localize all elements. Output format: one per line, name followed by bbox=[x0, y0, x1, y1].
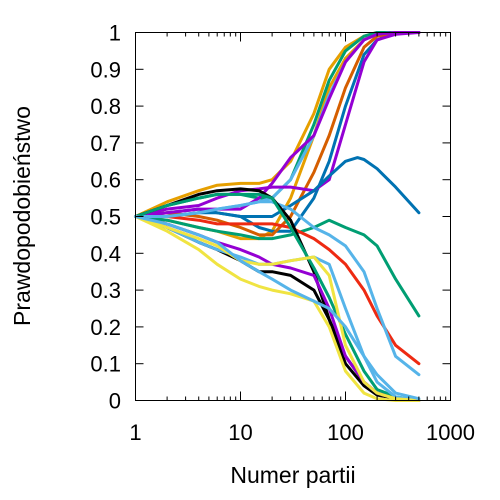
series-line-6 bbox=[134, 31, 421, 237]
y-tick-label: 0.4 bbox=[90, 241, 121, 266]
series-line-18 bbox=[134, 215, 421, 402]
y-tick-label: 0.2 bbox=[90, 315, 121, 340]
x-tick-label: 100 bbox=[327, 420, 364, 445]
series-line-19 bbox=[134, 215, 421, 402]
series-line-12 bbox=[134, 200, 421, 377]
series-line-3 bbox=[134, 31, 421, 218]
y-tick-label: 0.8 bbox=[90, 94, 121, 119]
x-tick-label: 10 bbox=[228, 420, 252, 445]
x-tick-label: 1000 bbox=[426, 420, 475, 445]
series-line-20 bbox=[134, 215, 421, 401]
x-axis-title: Numer partii bbox=[230, 462, 355, 488]
series-line-15 bbox=[134, 192, 421, 402]
y-tick-label: 0.7 bbox=[90, 131, 121, 156]
series-line-7 bbox=[134, 31, 421, 218]
series-line-8 bbox=[134, 31, 421, 218]
y-axis-title: Prawdopodobieństwo bbox=[9, 106, 35, 326]
series-line-10 bbox=[134, 215, 421, 318]
y-tick-label: 0.5 bbox=[90, 205, 121, 230]
y-tick-label: 0.6 bbox=[90, 168, 121, 193]
plot-frame bbox=[135, 32, 451, 401]
series-layer bbox=[134, 31, 421, 402]
series-line-9 bbox=[134, 156, 421, 218]
x-tick-label: 1 bbox=[129, 420, 141, 445]
series-line-1 bbox=[134, 31, 421, 218]
tick-labels: 0 0.1 0.2 0.3 0.4 0.5 0.6 0.7 0.8 0.9 1 1 10 100 1000 bbox=[90, 21, 475, 446]
y-tick-label: 1 bbox=[109, 21, 121, 46]
y-tick-label: 0 bbox=[109, 389, 121, 414]
y-tick-label: 0.3 bbox=[90, 278, 121, 303]
ticks-layer bbox=[135, 32, 451, 401]
series-line-4 bbox=[134, 31, 421, 218]
y-tick-label: 0.9 bbox=[90, 57, 121, 82]
y-tick-label: 0.1 bbox=[90, 352, 121, 377]
